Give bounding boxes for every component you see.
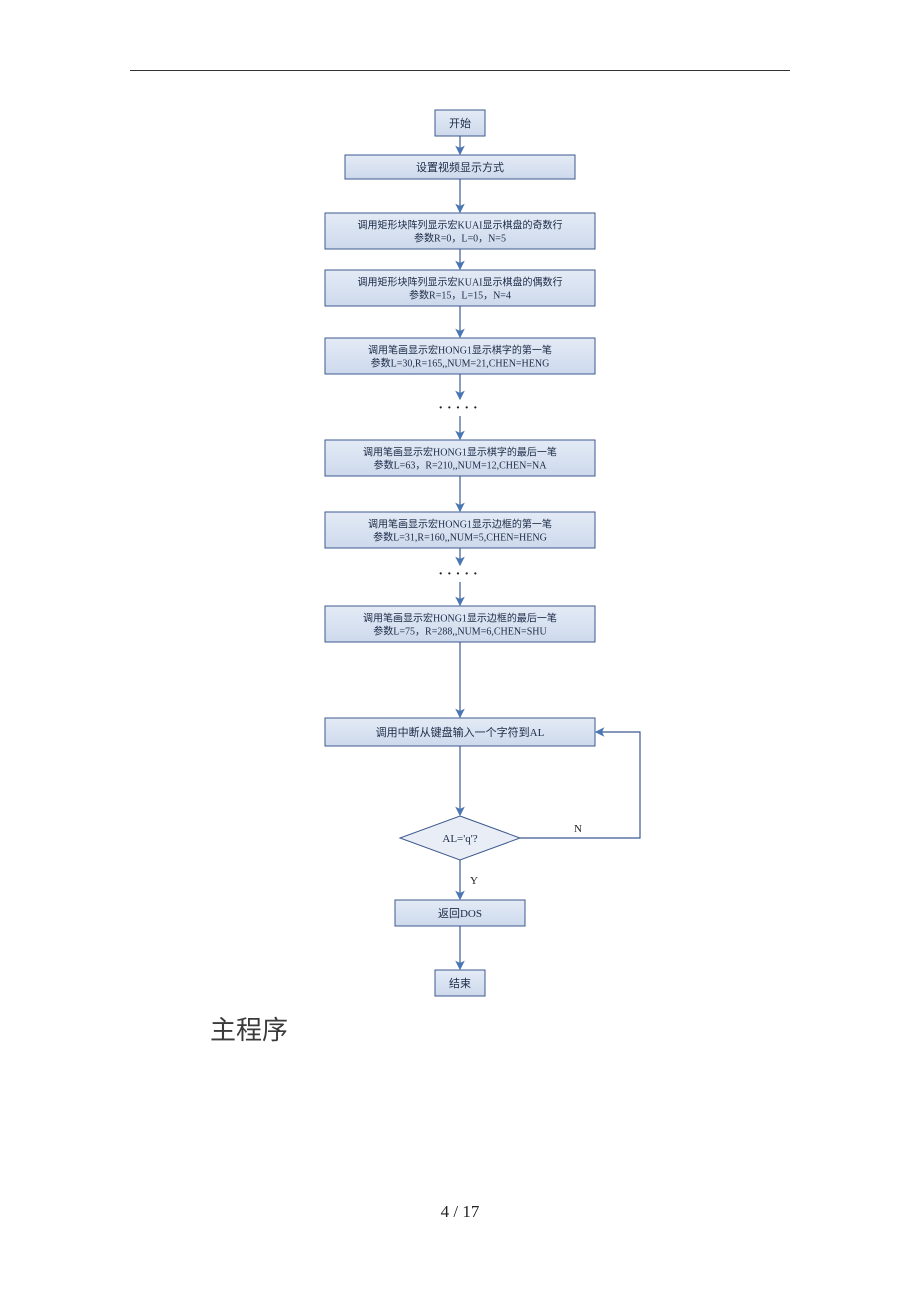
main-program-label: 主程序 [210,1010,288,1047]
page-sep: / [449,1202,462,1221]
flow-node-text: 调用笔画显示宏HONG1显示边框的第一笔 [368,518,552,531]
flow-decision-text: AL='q'? [442,833,477,845]
flow-node-text: 开始 [449,116,471,130]
top-rule [130,70,790,71]
flow-node-text: 参数L=63，R=210,,NUM=12,CHEN=NA [374,459,548,472]
flow-loop-label: N [574,823,582,835]
page-number: 4 / 17 [0,1202,920,1222]
flow-node-text: 调用矩形块阵列显示宏KUAI显示棋盘的偶数行 [358,276,563,289]
flowchart-container: 开始设置视频显示方式调用矩形块阵列显示宏KUAI显示棋盘的奇数行参数R=0，L=… [130,100,790,1100]
flow-ellipsis: ····· [438,567,481,582]
page-current: 4 [441,1202,450,1221]
flow-node-text: 参数R=0，L=0，N=5 [414,232,506,245]
document-page: 开始设置视频显示方式调用矩形块阵列显示宏KUAI显示棋盘的奇数行参数R=0，L=… [0,0,920,1302]
page-total: 17 [462,1202,479,1221]
flowchart-svg: 开始设置视频显示方式调用矩形块阵列显示宏KUAI显示棋盘的奇数行参数R=0，L=… [130,100,790,1060]
flow-node-text: 调用中断从键盘输入一个字符到AL [376,725,545,739]
flow-node-text: 调用矩形块阵列显示宏KUAI显示棋盘的奇数行 [358,219,563,232]
flow-node-text: 参数L=30,R=165,,NUM=21,CHEN=HENG [371,357,550,370]
flow-node-text: 参数L=75，R=288,,NUM=6,CHEN=SHU [373,625,547,638]
flow-node-text: 设置视频显示方式 [416,160,504,174]
flow-node-text: 返回DOS [438,907,482,920]
flow-node-text: 调用笔画显示宏HONG1显示边框的最后一笔 [363,612,557,625]
flow-edge-label: Y [470,875,478,887]
flow-node-text: 参数R=15，L=15，N=4 [409,289,511,302]
flow-node-text: 调用笔画显示宏HONG1显示棋字的最后一笔 [363,446,557,459]
flow-node-text: 参数L=31,R=160,,NUM=5,CHEN=HENG [373,531,547,544]
flow-node-text: 结束 [449,977,471,990]
flow-ellipsis: ····· [438,401,481,416]
flow-node-text: 调用笔画显示宏HONG1显示棋字的第一笔 [368,344,552,357]
